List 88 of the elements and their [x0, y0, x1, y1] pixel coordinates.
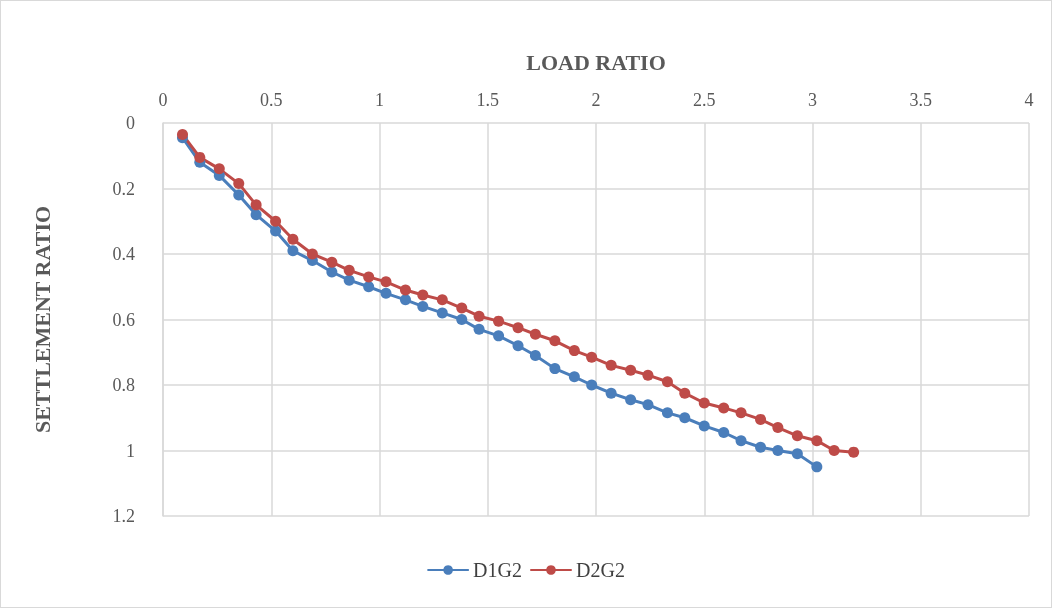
point — [586, 379, 598, 391]
point — [529, 350, 541, 362]
point — [755, 413, 767, 425]
y-tick-label: 0.2 — [112, 178, 135, 199]
point — [326, 256, 338, 268]
point — [605, 359, 617, 371]
point — [380, 287, 392, 299]
point — [473, 310, 485, 322]
point — [456, 302, 468, 314]
point — [436, 307, 448, 319]
point — [625, 394, 637, 406]
x-tick-label: 2.5 — [693, 90, 716, 110]
point — [529, 328, 541, 340]
point — [791, 430, 803, 442]
point — [177, 128, 188, 140]
legend-label: D1G2 — [473, 559, 522, 581]
point — [642, 369, 654, 381]
point — [473, 323, 485, 335]
y-axis-title: SETTLEMENT RATIO — [29, 205, 55, 434]
point — [549, 363, 561, 375]
x-tick-label: 1 — [375, 90, 384, 110]
x-tick-label: 0.5 — [260, 90, 283, 110]
legend-label: D2G2 — [576, 559, 625, 581]
point — [698, 397, 710, 409]
x-tick-label: 4 — [1024, 90, 1034, 110]
point — [625, 364, 637, 376]
point — [287, 233, 299, 245]
point — [679, 412, 691, 424]
point — [456, 314, 468, 325]
point — [213, 163, 225, 175]
point — [549, 335, 561, 347]
point — [250, 199, 262, 211]
point — [642, 399, 654, 411]
point — [772, 422, 784, 434]
point — [233, 178, 245, 190]
x-tick-label: 3 — [808, 90, 817, 110]
point — [343, 274, 355, 286]
point — [363, 281, 375, 293]
point — [568, 371, 580, 383]
point — [848, 446, 860, 458]
y-tick-label: 1.2 — [112, 506, 135, 526]
point — [343, 264, 355, 276]
point — [718, 426, 730, 438]
point — [811, 461, 823, 473]
point — [586, 351, 598, 363]
point — [306, 248, 318, 260]
point — [828, 445, 840, 456]
y-tick-label: 0.8 — [112, 375, 135, 395]
point — [233, 189, 245, 201]
point — [605, 387, 617, 399]
point — [287, 245, 299, 257]
point — [380, 276, 392, 288]
point — [363, 271, 375, 283]
point — [811, 435, 823, 447]
point — [250, 209, 262, 221]
point — [661, 407, 673, 419]
point — [512, 322, 524, 334]
point — [698, 420, 710, 432]
point — [436, 294, 448, 306]
point — [755, 441, 767, 453]
y-tick-label: 0.4 — [112, 244, 135, 264]
point — [791, 448, 803, 460]
point — [270, 215, 282, 227]
point — [417, 289, 429, 301]
y-tick-label: 0.6 — [112, 309, 135, 330]
point — [326, 266, 338, 278]
point — [661, 376, 673, 388]
point — [735, 435, 747, 447]
y-tick-label: 1 — [126, 440, 135, 461]
point — [270, 225, 282, 237]
x-tick-label: 0 — [158, 90, 168, 110]
x-axis-title: LOAD RATIO — [526, 49, 666, 75]
point — [718, 402, 730, 414]
point — [512, 340, 524, 352]
point — [679, 387, 691, 399]
point — [568, 345, 580, 357]
x-tick-label: 2 — [591, 90, 601, 110]
point — [772, 445, 784, 456]
x-tick-label: 3.5 — [909, 90, 932, 110]
y-tick-label: 0 — [126, 113, 135, 133]
x-tick-label: 1.5 — [476, 90, 499, 110]
point — [399, 284, 411, 296]
point — [417, 300, 429, 312]
point — [194, 151, 206, 163]
point — [493, 315, 505, 327]
point — [493, 330, 505, 342]
point — [735, 407, 747, 419]
point — [399, 294, 411, 306]
